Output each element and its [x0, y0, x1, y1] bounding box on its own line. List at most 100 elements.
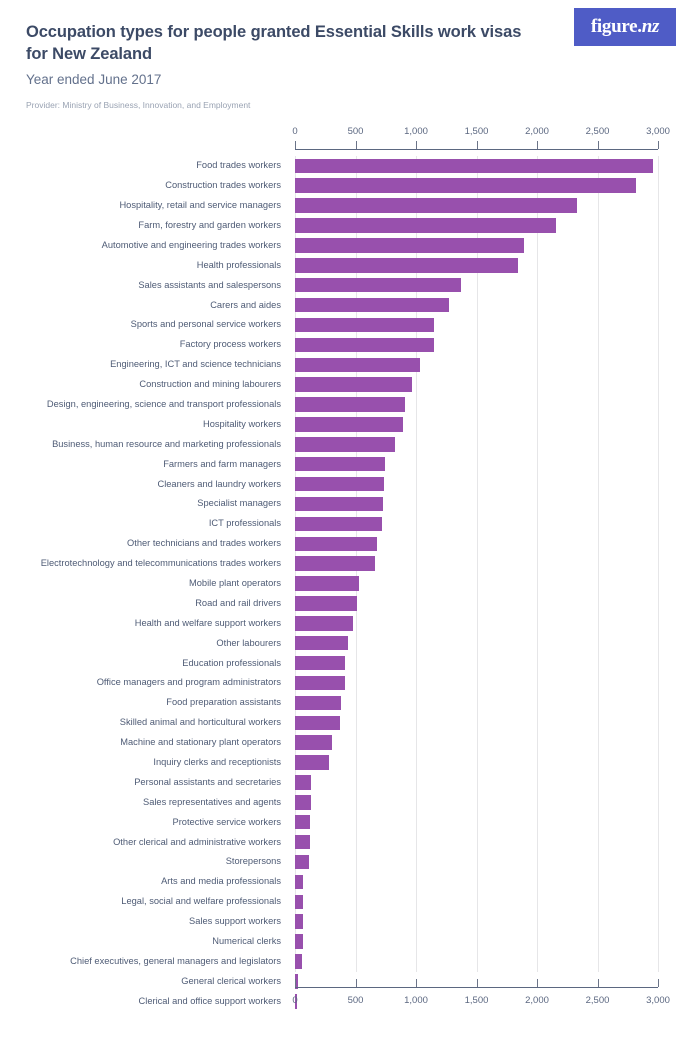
bar-category-label: Hospitality, retail and service managers	[119, 200, 281, 211]
bar[interactable]	[295, 775, 312, 790]
bar[interactable]	[295, 198, 577, 213]
bar-row[interactable]: Protective service workers	[0, 812, 700, 832]
bar[interactable]	[295, 158, 654, 174]
bar-row[interactable]: Chief executives, general managers and l…	[0, 952, 700, 972]
bar-row[interactable]: Skilled animal and horticultural workers	[0, 713, 700, 733]
bar-row[interactable]: Road and rail drivers	[0, 594, 700, 614]
bar[interactable]	[295, 337, 435, 353]
bar-row[interactable]: Carers and aides	[0, 295, 700, 315]
bar-row[interactable]: Design, engineering, science and transpo…	[0, 395, 700, 415]
bar-row[interactable]: Personal assistants and secretaries	[0, 773, 700, 793]
bar[interactable]	[295, 357, 420, 372]
bar-row[interactable]: Health professionals	[0, 255, 700, 275]
bar-row[interactable]: Storepersons	[0, 852, 700, 872]
bar[interactable]	[295, 675, 345, 691]
bar-track	[295, 653, 700, 673]
bar-category-label: Protective service workers	[172, 816, 282, 827]
bar-row[interactable]: Arts and media professionals	[0, 872, 700, 892]
bar-row[interactable]: Cleaners and laundry workers	[0, 474, 700, 494]
bar[interactable]	[295, 795, 311, 810]
x-axis-tick-label: 2,000	[525, 126, 549, 137]
bar-category-label: Sales support workers	[189, 916, 281, 927]
bar[interactable]	[295, 496, 384, 512]
bar[interactable]	[295, 715, 341, 731]
bar-row[interactable]: ICT professionals	[0, 514, 700, 534]
bar[interactable]	[295, 456, 385, 472]
bar[interactable]	[295, 576, 360, 591]
bar-row[interactable]: Food preparation assistants	[0, 693, 700, 713]
bar-row[interactable]: General clerical workers	[0, 972, 700, 992]
bar[interactable]	[295, 556, 375, 571]
bar[interactable]	[295, 218, 556, 233]
bar[interactable]	[295, 397, 406, 412]
bar-row[interactable]: Other labourers	[0, 633, 700, 653]
bar[interactable]	[295, 695, 341, 711]
bar[interactable]	[295, 178, 637, 193]
bar[interactable]	[295, 894, 304, 910]
bar-row[interactable]: Hospitality, retail and service managers	[0, 196, 700, 216]
bar-row[interactable]: Sales representatives and agents	[0, 793, 700, 813]
bar[interactable]	[295, 317, 435, 333]
bar-row[interactable]: Engineering, ICT and science technicians	[0, 355, 700, 375]
bar[interactable]	[295, 655, 346, 671]
bar-track	[295, 972, 700, 992]
bar-row[interactable]: Health and welfare support workers	[0, 613, 700, 633]
bar-row[interactable]: Other technicians and trades workers	[0, 534, 700, 554]
bar-row[interactable]: Legal, social and welfare professionals	[0, 892, 700, 912]
bar[interactable]	[295, 437, 395, 452]
bar-row[interactable]: Construction and mining labourers	[0, 375, 700, 395]
bar-row[interactable]: Mobile plant operators	[0, 574, 700, 594]
bar[interactable]	[295, 596, 357, 611]
bar-row[interactable]: Specialist managers	[0, 494, 700, 514]
bar[interactable]	[295, 258, 518, 273]
bar-row[interactable]: Sales support workers	[0, 912, 700, 932]
bar[interactable]	[295, 994, 297, 1009]
bar[interactable]	[295, 934, 303, 949]
bar-row[interactable]: Construction trades workers	[0, 176, 700, 196]
bar[interactable]	[295, 854, 309, 870]
bar-row[interactable]: Food trades workers	[0, 156, 700, 176]
bar-row[interactable]: Farmers and farm managers	[0, 454, 700, 474]
bar-row[interactable]: Education professionals	[0, 653, 700, 673]
bar[interactable]	[295, 635, 349, 651]
bar[interactable]	[295, 914, 303, 929]
bar[interactable]	[295, 974, 298, 989]
x-axis-tick-label: 1,500	[464, 995, 489, 1006]
bar-row[interactable]: Business, human resource and marketing p…	[0, 434, 700, 454]
bar[interactable]	[295, 238, 524, 253]
bar-row[interactable]: Numerical clerks	[0, 932, 700, 952]
figurenz-logo[interactable]: figure.nz	[574, 8, 676, 46]
bar-row[interactable]: Farm, forestry and garden workers	[0, 216, 700, 236]
bar-row[interactable]: Clerical and office support workers	[0, 991, 700, 1011]
bar-row[interactable]: Factory process workers	[0, 335, 700, 355]
bar[interactable]	[295, 277, 461, 293]
bar-row[interactable]: Sports and personal service workers	[0, 315, 700, 335]
bar[interactable]	[295, 377, 412, 392]
bar-row[interactable]: Inquiry clerks and receptionists	[0, 753, 700, 773]
bar[interactable]	[295, 834, 310, 850]
bar[interactable]	[295, 297, 449, 313]
bar-row[interactable]: Office managers and program administrato…	[0, 673, 700, 693]
bar-category-label: Construction trades workers	[165, 180, 281, 191]
bar[interactable]	[295, 476, 384, 492]
bar-category-label: Food preparation assistants	[166, 697, 281, 708]
chart-subtitle: Year ended June 2017	[26, 71, 162, 87]
bar[interactable]	[295, 755, 329, 770]
bar[interactable]	[295, 616, 354, 631]
bar-row[interactable]: Sales assistants and salespersons	[0, 275, 700, 295]
bar[interactable]	[295, 814, 311, 830]
bar-row[interactable]: Automotive and engineering trades worker…	[0, 236, 700, 256]
bar[interactable]	[295, 735, 332, 750]
bar-row[interactable]: Electrotechnology and telecommunications…	[0, 554, 700, 574]
x-axis-tick-label: 500	[347, 995, 364, 1006]
bar-row[interactable]: Other clerical and administrative worker…	[0, 832, 700, 852]
bar[interactable]	[295, 536, 377, 552]
bar-row[interactable]: Hospitality workers	[0, 415, 700, 435]
bar[interactable]	[295, 954, 303, 969]
bar-row[interactable]: Machine and stationary plant operators	[0, 733, 700, 753]
bar[interactable]	[295, 516, 383, 532]
bar-track	[295, 554, 700, 574]
bar[interactable]	[295, 874, 304, 890]
x-axis-tick-label: 1,000	[404, 126, 428, 137]
bar[interactable]	[295, 417, 403, 432]
